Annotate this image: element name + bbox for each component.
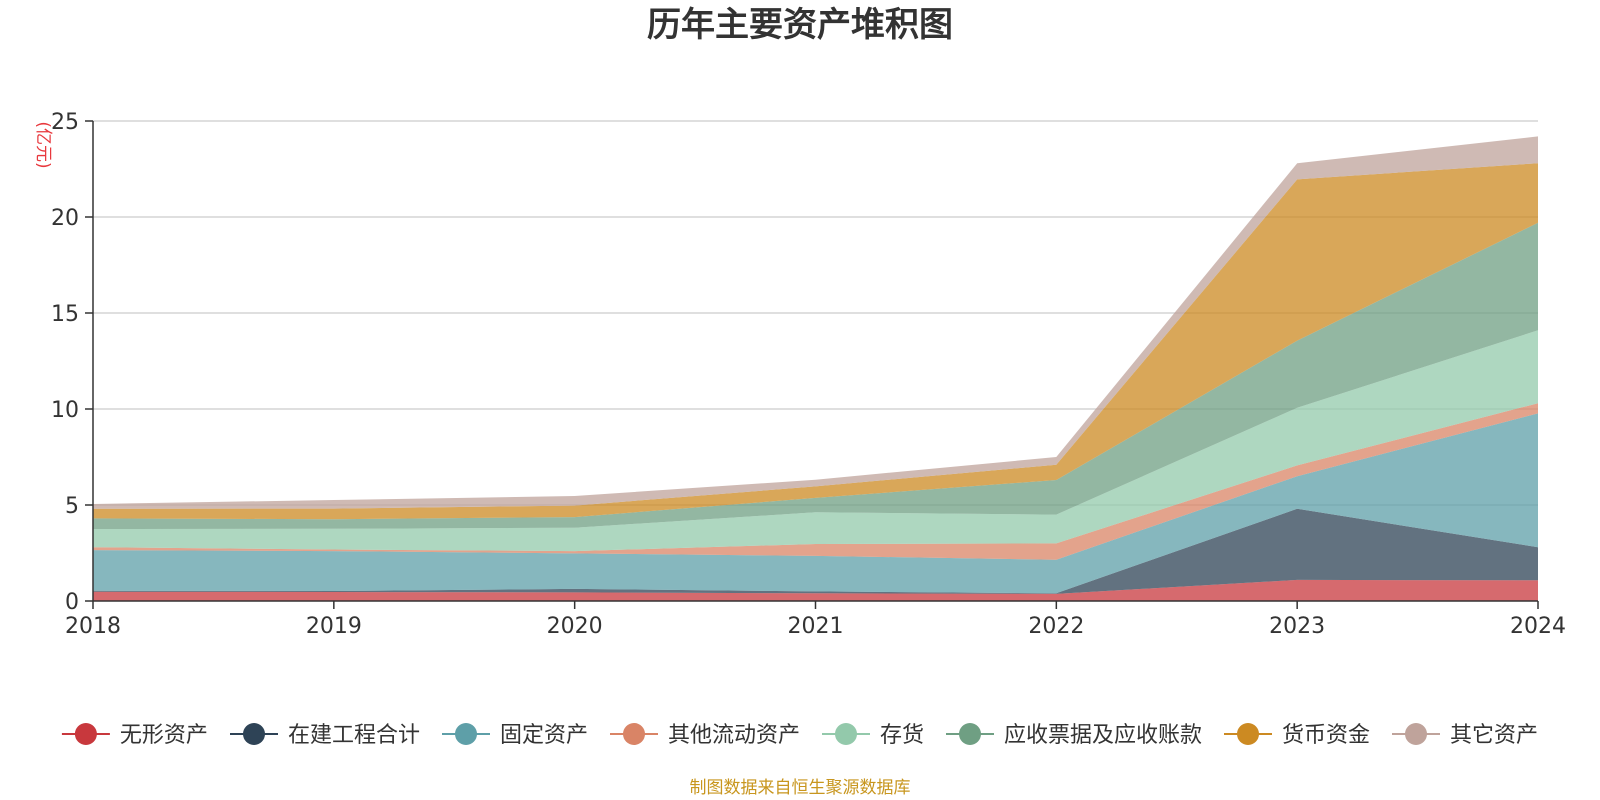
y-tick-label: 5	[65, 494, 79, 519]
legend-label: 其它资产	[1450, 723, 1538, 748]
y-tick-label: 15	[51, 302, 79, 327]
legend-item[interactable]: 在建工程合计	[230, 723, 420, 748]
y-tick-label: 10	[51, 398, 79, 423]
legend-label: 货币资金	[1282, 723, 1370, 748]
legend-swatch-dot	[623, 723, 645, 745]
legend-swatch-dot	[959, 723, 981, 745]
x-tick-label: 2019	[306, 614, 362, 639]
area-series	[93, 222, 1538, 530]
legend-swatch-dot	[1405, 723, 1427, 745]
legend-label: 固定资产	[500, 723, 588, 748]
area-series	[93, 163, 1538, 520]
legend-item[interactable]: 无形资产	[61, 723, 208, 748]
x-tick-label: 2018	[65, 614, 121, 639]
area-series	[93, 330, 1538, 552]
y-tick-label: 25	[51, 110, 79, 135]
x-tick-label: 2023	[1269, 614, 1325, 639]
chart-title: 历年主要资产堆积图	[647, 5, 953, 45]
y-axis-unit-label: (亿元)	[33, 121, 53, 168]
legend: 无形资产 在建工程合计 固定资产 其他流动资产 存货 应收票据及应收账款 货币资金 其它资产	[61, 723, 1538, 748]
legend-swatch-dot	[1237, 723, 1259, 745]
y-tick-label: 20	[51, 206, 79, 231]
y-tick-label: 0	[65, 590, 79, 615]
legend-label: 应收票据及应收账款	[1004, 723, 1202, 748]
legend-swatch-dot	[455, 723, 477, 745]
legend-label: 其他流动资产	[668, 723, 800, 748]
legend-swatch-dot	[74, 723, 97, 745]
area-series	[93, 579, 1538, 601]
area-series	[93, 403, 1538, 560]
area-series	[93, 413, 1538, 594]
legend-label: 存货	[880, 723, 924, 748]
legend-label: 在建工程合计	[288, 723, 420, 748]
legend-item[interactable]: 应收票据及应收账款	[946, 723, 1202, 748]
x-tick-label: 2020	[547, 614, 603, 639]
area-series	[93, 508, 1538, 594]
legend-item[interactable]: 固定资产	[442, 723, 588, 748]
legend-item[interactable]: 其他流动资产	[610, 723, 800, 748]
area-series-layer	[93, 136, 1538, 601]
x-tick-label: 2021	[788, 614, 844, 639]
x-tick-label: 2022	[1028, 614, 1084, 639]
legend-item[interactable]: 存货	[822, 723, 924, 748]
legend-label: 无形资产	[120, 723, 208, 748]
legend-item[interactable]: 货币资金	[1224, 723, 1370, 748]
legend-item[interactable]: 其它资产	[1392, 723, 1538, 748]
legend-swatch-dot	[835, 723, 857, 745]
source-note: 制图数据来自恒生聚源数据库	[689, 778, 911, 798]
axes: 0 5 10 15 20 25 2018 2019 2020 2021 2022 2023 2024	[51, 110, 1566, 639]
x-tick-label: 2024	[1510, 614, 1566, 639]
legend-swatch-dot	[243, 723, 265, 745]
